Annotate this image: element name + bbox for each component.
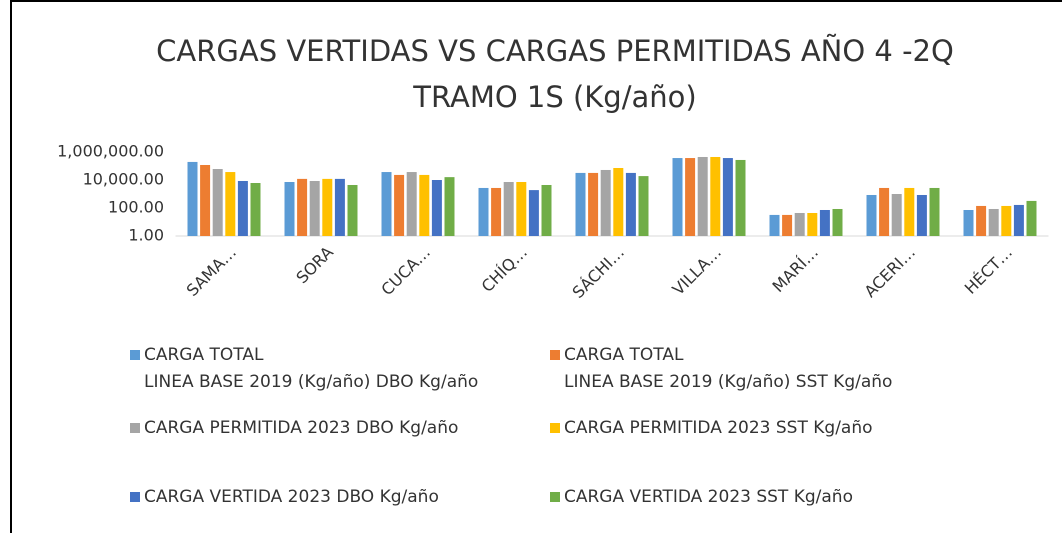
chart-title: CARGAS VERTIDAS VS CARGAS PERMITIDAS AÑO…	[156, 34, 954, 114]
x-tick-label: MARÍ…	[769, 243, 822, 296]
y-tick-label: 100.00	[108, 198, 164, 217]
bar	[976, 205, 987, 236]
bar	[284, 181, 295, 236]
chart-frame	[10, 0, 1062, 533]
legend-label: CARGA TOTAL LINEA BASE 2019 (Kg/año) SST…	[564, 345, 893, 392]
legend-swatch	[130, 350, 140, 360]
legend-item: CARGA VERTIDA 2023 DBO Kg/año	[130, 484, 439, 511]
bar	[516, 181, 527, 236]
bar	[819, 209, 830, 236]
bar	[722, 158, 733, 236]
bar	[685, 158, 696, 236]
x-tick-label: HÉCT…	[961, 243, 1016, 298]
bar	[710, 156, 721, 236]
y-tick-label: 10,000.00	[83, 170, 164, 189]
bar	[1026, 200, 1037, 236]
bar	[431, 180, 442, 236]
bar	[322, 178, 333, 236]
bar	[406, 172, 417, 236]
bar	[503, 181, 514, 236]
bar	[541, 184, 552, 236]
legend-swatch	[550, 492, 560, 502]
bar	[879, 187, 890, 236]
x-tick-label: SORA	[292, 243, 337, 288]
bar	[988, 208, 999, 236]
legend-label: CARGA PERMITIDA 2023 SST Kg/año	[564, 418, 873, 438]
bar	[200, 164, 211, 236]
bar	[1013, 204, 1024, 236]
legend-swatch	[130, 492, 140, 502]
bar	[237, 180, 248, 236]
bar	[250, 183, 261, 236]
x-tick-label: SAMA…	[183, 243, 240, 300]
bar	[638, 176, 649, 236]
bar	[672, 158, 683, 236]
bar	[929, 187, 940, 236]
bar	[963, 209, 974, 236]
legend-item: CARGA TOTAL LINEA BASE 2019 (Kg/año) DBO…	[130, 342, 478, 396]
bar	[309, 180, 320, 236]
bar	[916, 194, 927, 236]
bar	[735, 159, 746, 236]
bar	[866, 194, 877, 236]
bar	[807, 212, 818, 236]
x-tick-label: VILLA…	[669, 243, 725, 299]
bar	[419, 174, 430, 236]
legend-item: CARGA TOTAL LINEA BASE 2019 (Kg/año) SST…	[550, 342, 892, 396]
bar	[613, 167, 624, 236]
bar	[794, 212, 805, 236]
bar	[625, 172, 636, 236]
bar	[782, 214, 793, 236]
legend-swatch	[550, 350, 560, 360]
x-tick-label: CHÍQ…	[478, 243, 531, 296]
y-tick-label: 1,000,000.00	[57, 142, 164, 161]
bar	[528, 190, 539, 236]
legend-item: CARGA PERMITIDA 2023 DBO Kg/año	[130, 415, 458, 442]
bar	[187, 161, 198, 236]
legend-swatch	[130, 423, 140, 433]
bar	[394, 174, 405, 236]
bar	[444, 177, 455, 236]
bar	[600, 169, 611, 236]
legend-label: CARGA TOTAL LINEA BASE 2019 (Kg/año) DBO…	[144, 345, 479, 392]
y-tick-label: 1.00	[128, 226, 164, 245]
bar	[1001, 205, 1012, 236]
bar	[225, 172, 236, 236]
legend-item: CARGA PERMITIDA 2023 SST Kg/año	[550, 415, 873, 442]
bar	[575, 172, 586, 236]
bar	[347, 184, 358, 236]
bar	[588, 172, 599, 236]
legend-label: CARGA VERTIDA 2023 SST Kg/año	[564, 487, 853, 507]
legend-label: CARGA VERTIDA 2023 DBO Kg/año	[144, 487, 439, 507]
x-tick-label: SÁCHI…	[569, 243, 628, 302]
bar	[297, 178, 308, 236]
bar	[832, 208, 843, 236]
legend-item: CARGA VERTIDA 2023 SST Kg/año	[550, 484, 853, 511]
bar	[381, 172, 392, 236]
bar	[334, 178, 345, 236]
x-tick-label: ACERI…	[860, 243, 919, 302]
bar	[697, 156, 708, 236]
x-tick-label: CUCA…	[377, 243, 434, 300]
bar	[904, 187, 915, 236]
bar	[491, 187, 502, 236]
legend-swatch	[550, 423, 560, 433]
bar	[478, 187, 489, 236]
bar	[891, 194, 902, 236]
bar	[212, 169, 223, 236]
legend-label: CARGA PERMITIDA 2023 DBO Kg/año	[144, 418, 459, 438]
bar	[769, 214, 780, 236]
